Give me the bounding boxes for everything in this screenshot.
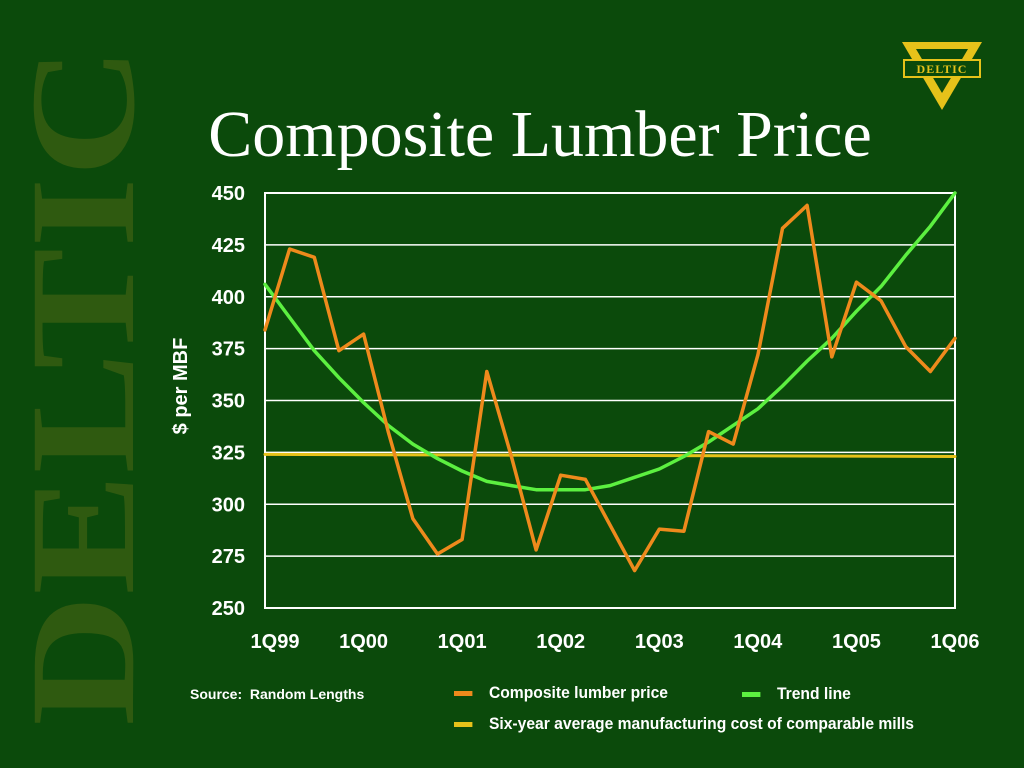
x-tick-label: 1Q05 (832, 631, 881, 653)
x-tick-label: 1Q00 (339, 631, 388, 653)
x-tick-label: 1Q02 (536, 631, 585, 653)
watermark-text: DELTIC (18, 46, 148, 726)
x-tick-label: 1Q01 (438, 631, 487, 653)
source-note: Source: Random Lengths (190, 686, 365, 702)
y-tick-label: 450 (212, 183, 245, 205)
y-tick-label: 275 (212, 546, 245, 568)
x-tick-label: 1Q06 (931, 631, 980, 653)
legend-label-cost: Six-year average manufacturing cost of c… (488, 714, 914, 733)
logo-text: DELTIC (917, 62, 968, 76)
logo-banner (903, 59, 981, 78)
legend-label-price: Composite lumber price (488, 683, 669, 702)
y-tick-label: 250 (212, 598, 245, 620)
x-tick-label: 1Q04 (733, 631, 783, 653)
deltic-watermark: DELTIC (18, 46, 148, 726)
deltic-logo: DELTIC (902, 42, 982, 110)
x-tick-label: 1Q03 (635, 631, 684, 653)
x-tick-label: 1Q99 (251, 631, 300, 653)
trend-line (263, 191, 957, 492)
y-axis-label: $ per MBF (170, 338, 192, 435)
y-tick-label: 350 (212, 391, 245, 413)
y-tick-label: 325 (212, 442, 245, 464)
legend-swatch-cost (454, 721, 473, 727)
legend-swatch-trend (742, 691, 761, 697)
legend-item-cost: Six-year average manufacturing cost of c… (454, 714, 914, 734)
slide-title: Composite Lumber Price (208, 98, 872, 171)
legend-label-trend: Trend line (776, 684, 851, 703)
legend-item-trend: Trend line (742, 684, 851, 704)
cost-line (263, 452, 957, 458)
price-line (263, 203, 957, 573)
y-tick-label: 400 (212, 287, 245, 309)
y-tick-label: 425 (212, 235, 245, 257)
legend-item-price: Composite lumber price (454, 683, 668, 703)
y-tick-label: 375 (212, 339, 245, 361)
y-tick-label: 300 (212, 494, 245, 516)
legend-swatch-price (454, 690, 473, 696)
